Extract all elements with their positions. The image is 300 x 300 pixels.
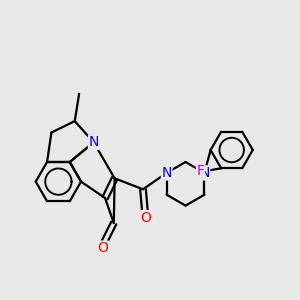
Text: O: O <box>140 211 151 225</box>
Text: N: N <box>199 166 210 180</box>
Text: N: N <box>88 135 99 149</box>
Text: N: N <box>161 166 172 180</box>
Text: O: O <box>98 241 108 255</box>
Text: F: F <box>196 164 204 178</box>
